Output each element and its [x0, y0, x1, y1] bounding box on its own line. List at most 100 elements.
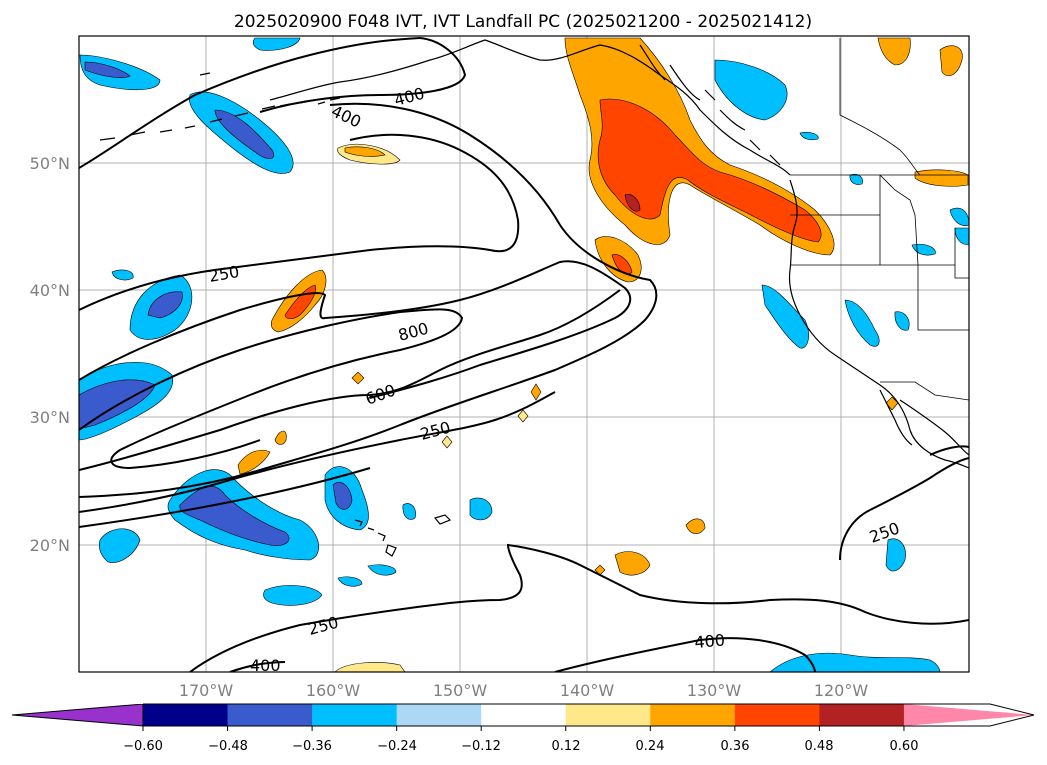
- neg-region-oregon-offshore: [761, 284, 809, 349]
- neg-region-small-2: [402, 503, 416, 520]
- contour-250-mid: [79, 260, 632, 399]
- coastline-small-island-2: [199, 72, 211, 76]
- colorbar-segment: [143, 704, 229, 726]
- negative-pc-regions: [79, 37, 969, 672]
- ivt-contours: [79, 37, 969, 672]
- political-boundaries: [790, 38, 969, 401]
- neg-region-bc-offshore: [714, 59, 788, 121]
- pos-region-dots-2: [530, 383, 542, 401]
- coastline-hawaii: [354, 519, 397, 557]
- border-east: [954, 228, 969, 279]
- pos-region-dots-3: [517, 409, 529, 423]
- colorbar-tick-label: −0.12: [461, 739, 501, 754]
- colorbar-tick-label: 0.12: [552, 739, 581, 754]
- pos-region-sw-small-2: [274, 430, 287, 445]
- neg-region-idaho: [911, 243, 936, 256]
- lat-label-30n: 30°N: [30, 408, 70, 427]
- neg-region-small-4: [367, 564, 397, 576]
- contour-250-lower: [79, 467, 371, 528]
- neg-region-top-blob: [252, 37, 301, 51]
- lon-label-130w: 130°W: [687, 681, 742, 700]
- neg-region-small-3: [337, 576, 363, 587]
- pos-region-dots-1: [351, 371, 365, 385]
- neg-region-west-40n-core: [147, 291, 183, 319]
- neg-region-hawaii-south: [263, 585, 323, 606]
- colorbar-segment: [481, 704, 567, 726]
- colorbar-tick-label: −0.60: [123, 739, 163, 754]
- pos-region-ne-corner-2: [939, 45, 963, 76]
- colorbar-segment: [650, 704, 736, 726]
- neg-region-nw-corner-core: [84, 61, 131, 78]
- pos-region-bc-coast-core: [597, 98, 822, 243]
- coastline-aleutians: [99, 105, 276, 141]
- contour-south-400: [229, 637, 816, 672]
- neg-region-sw-small: [98, 528, 141, 563]
- pos-region-sw-small: [237, 449, 271, 475]
- contour-600: [79, 289, 621, 471]
- contour-label-400-d: 400: [694, 630, 726, 652]
- colorbar-segment: [734, 704, 820, 726]
- colorbar-segments: [12, 704, 1034, 726]
- lon-label-160w: 160°W: [306, 681, 361, 700]
- neg-region-east-edge: [949, 207, 969, 226]
- neg-region-baja-south: [885, 538, 906, 572]
- coastline-alaska-islands: [279, 97, 341, 107]
- pos-region-51n-core: [344, 146, 386, 157]
- contour-800: [79, 308, 464, 470]
- contour-400-inner-loop: [259, 37, 467, 113]
- border-alaska-canada: [839, 38, 921, 176]
- lat-labels: 50°N 40°N 30°N 20°N: [30, 154, 70, 555]
- coastline-alaska-south: [269, 39, 791, 176]
- colorbar-extend-high: [903, 704, 1034, 726]
- neg-region-small-1: [469, 497, 493, 521]
- colorbar-segment: [565, 704, 651, 726]
- lon-label-150w: 150°W: [433, 681, 488, 700]
- pos-region-south-edge: [334, 662, 406, 672]
- colorbar-segment: [227, 704, 313, 726]
- pos-region-42n-core: [611, 254, 633, 275]
- border-ca-nv: [879, 175, 969, 331]
- map-frame: [78, 35, 970, 673]
- coastline-bc-islands: [639, 44, 781, 166]
- border-us-mexico: [880, 381, 969, 401]
- neg-region-north-pacific-1-core: [214, 109, 275, 159]
- contour-250-loop: [79, 133, 520, 311]
- colorbar-tick-label: 0.24: [636, 739, 665, 754]
- coastlines: [99, 39, 969, 557]
- coastline-mexico: [899, 399, 969, 456]
- colorbar-tick-label: −0.48: [208, 739, 248, 754]
- lon-label-140w: 140°W: [560, 681, 615, 700]
- colorbar-tick-label: 0.60: [890, 739, 919, 754]
- coastline-baja: [879, 389, 913, 446]
- neg-region-small-8: [894, 311, 910, 331]
- colorbar-segment: [396, 704, 482, 726]
- neg-region-california: [844, 299, 880, 347]
- colorbar-tick-label: −0.36: [292, 739, 332, 754]
- lat-label-20n: 20°N: [30, 536, 70, 555]
- colorbar-tick-label: −0.24: [377, 739, 417, 754]
- colorbar-extend-low: [12, 704, 143, 726]
- colorbar-tick-label: 0.36: [721, 739, 750, 754]
- map-panel: 400 400 250 800 600 250 250 400 400 250: [78, 35, 970, 673]
- neg-region-small-5: [111, 269, 134, 281]
- pos-region-20n-east: [685, 518, 706, 534]
- colorbar: −0.60 −0.48 −0.36 −0.24 −0.12 0.12 0.24 …: [11, 703, 1035, 754]
- positive-pc-regions: [237, 37, 969, 672]
- coastline-small-island-1: [433, 514, 452, 525]
- colorbar-tick-label: 0.48: [805, 739, 834, 754]
- contour-250-south: [79, 391, 556, 513]
- contour-400-outer: [79, 37, 658, 498]
- contour-250-east: [839, 445, 969, 561]
- lat-label-50n: 50°N: [30, 154, 70, 173]
- pos-region-hawaii-east: [614, 551, 651, 576]
- lon-label-170w: 170°W: [179, 681, 234, 700]
- colorbar-tick-labels: −0.60 −0.48 −0.36 −0.24 −0.12 0.12 0.24 …: [123, 739, 918, 754]
- pos-region-ne-corner: [877, 37, 911, 66]
- pos-region-bc-coast-darkcore: [624, 194, 641, 212]
- neg-region-sw-core: [179, 486, 290, 546]
- lat-label-40n: 40°N: [30, 281, 70, 300]
- pos-region-montana: [914, 169, 969, 187]
- border-idaho: [879, 174, 919, 266]
- colorbar-segment: [312, 704, 398, 726]
